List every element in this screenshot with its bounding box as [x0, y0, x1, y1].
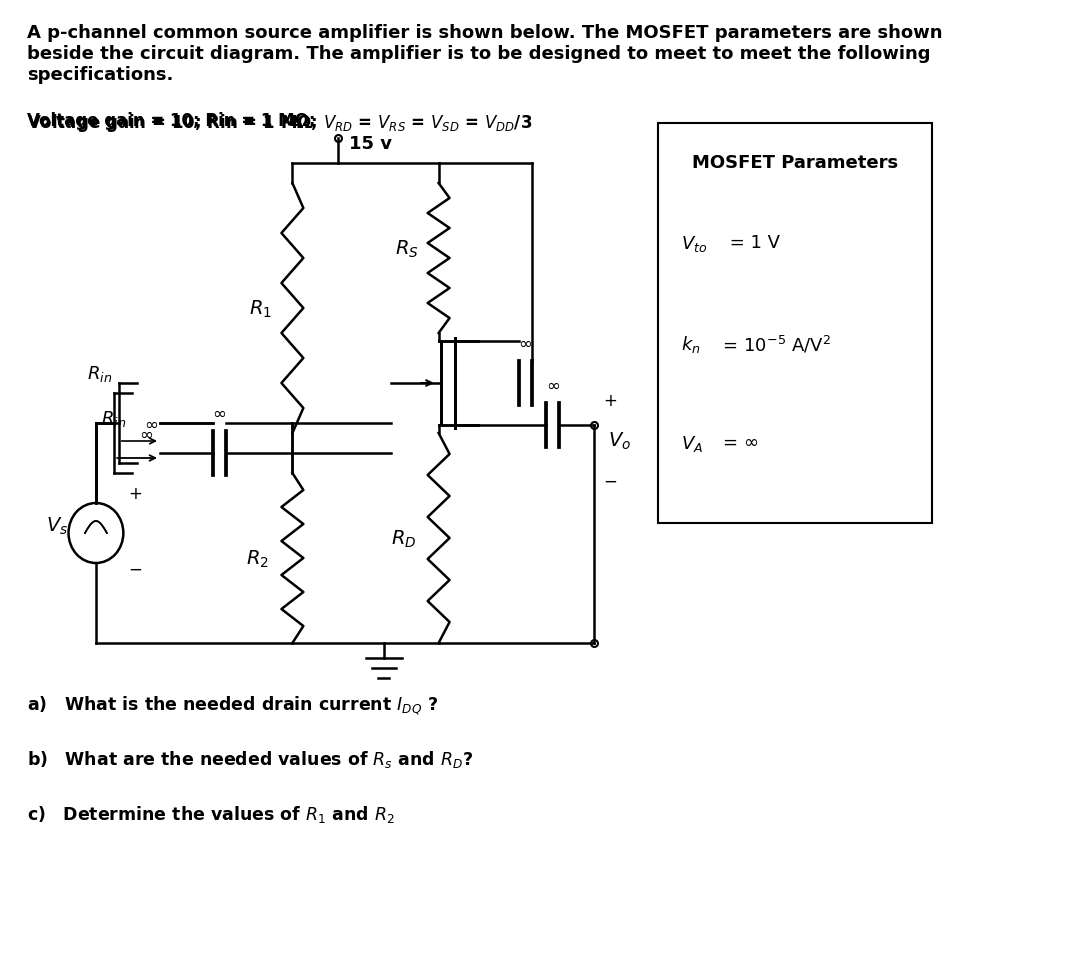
- Text: Voltage gain = 10; Rin = 1 MΩ;: Voltage gain = 10; Rin = 1 MΩ;: [27, 112, 322, 130]
- Text: $\infty$: $\infty$: [140, 424, 154, 442]
- Text: a) What is the needed drain current $I_{DQ}$ ?: a) What is the needed drain current $I_{…: [27, 693, 438, 716]
- Text: Voltage gain = 10; Rin = 1 MΩ; $V_{RD}$ = $V_{RS}$ = $V_{SD}$ = $V_{DD}$/3: Voltage gain = 10; Rin = 1 MΩ; $V_{RD}$ …: [27, 112, 533, 133]
- Text: $R_1$: $R_1$: [249, 298, 271, 319]
- Text: $V_{to}$: $V_{to}$: [681, 233, 707, 253]
- Text: $R_S$: $R_S$: [395, 238, 419, 259]
- Text: $\infty$: $\infty$: [144, 415, 158, 433]
- Text: +: +: [128, 484, 142, 502]
- Text: c) Determine the values of $R_1$ and $R_2$: c) Determine the values of $R_1$ and $R_…: [27, 803, 396, 824]
- Text: $V_o$: $V_o$: [607, 430, 631, 451]
- Text: $R_{in}$: $R_{in}$: [87, 364, 112, 384]
- Text: $R_2$: $R_2$: [246, 548, 269, 569]
- Text: $-$: $-$: [128, 559, 142, 578]
- Text: $R_D$: $R_D$: [391, 528, 416, 549]
- Text: $\infty$: $\infty$: [546, 375, 560, 394]
- Text: $k_n$: $k_n$: [681, 334, 700, 355]
- Text: $-$: $-$: [603, 472, 617, 490]
- Text: = 10$^{-5}$ A/V$^2$: = 10$^{-5}$ A/V$^2$: [717, 334, 832, 355]
- Text: = $\infty$: = $\infty$: [717, 434, 759, 452]
- Text: MOSFET Parameters: MOSFET Parameters: [692, 153, 898, 172]
- Text: $\infty$: $\infty$: [519, 334, 532, 352]
- Text: A p-channel common source amplifier is shown below. The MOSFET parameters are sh: A p-channel common source amplifier is s…: [27, 24, 943, 84]
- Text: 15 v: 15 v: [349, 135, 392, 152]
- Text: $V_A$: $V_A$: [681, 434, 703, 454]
- Text: $\infty$: $\infty$: [213, 403, 227, 421]
- Text: b) What are the needed values of $R_s$ and $R_D$?: b) What are the needed values of $R_s$ a…: [27, 748, 474, 769]
- FancyBboxPatch shape: [658, 124, 932, 523]
- Text: = 1 V: = 1 V: [724, 233, 779, 252]
- Text: $R_{in}$: $R_{in}$: [100, 409, 125, 429]
- Text: +: +: [603, 392, 617, 410]
- Text: $V_s$: $V_s$: [46, 515, 68, 537]
